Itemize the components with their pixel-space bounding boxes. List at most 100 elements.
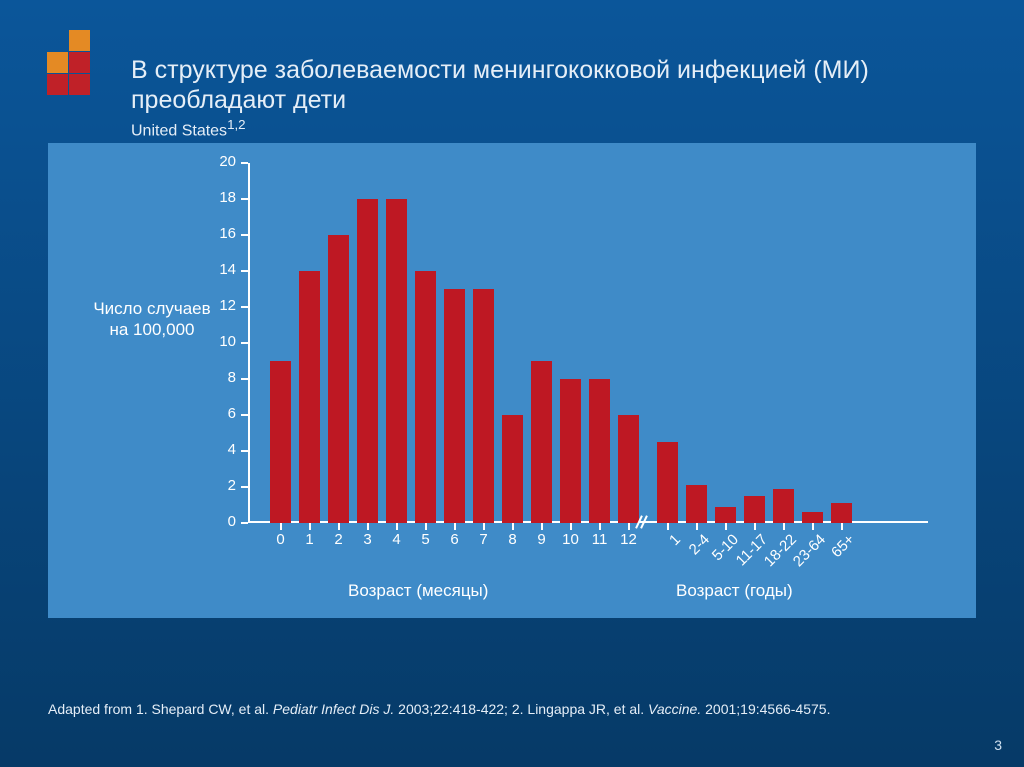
x-tick (696, 523, 698, 530)
y-tick (241, 378, 248, 380)
bar (560, 379, 581, 523)
bar (444, 289, 465, 523)
bar (386, 199, 407, 523)
y-axis-title: Число случаев на 100,000 (92, 298, 212, 341)
y-tick (241, 162, 248, 164)
citation-italic-1: Pediatr Infect Dis J. (273, 701, 394, 717)
x-tick-label: 0 (276, 531, 284, 548)
bar (831, 503, 852, 523)
y-tick-label: 18 (219, 189, 236, 206)
y-tick-label: 12 (219, 297, 236, 314)
slide-title: В структуре заболеваемости менингококков… (131, 55, 984, 115)
y-tick-label: 10 (219, 333, 236, 350)
x-axis-line (248, 521, 928, 523)
y-tick (241, 270, 248, 272)
chart-panel: Число случаев на 100,000 024681012141618… (48, 143, 976, 618)
citation-mid: 2003;22:418-422; 2. Lingappa JR, et al. (394, 701, 648, 717)
x-tick-label: 23-64 (789, 531, 828, 570)
x-tick-label: 10 (562, 531, 579, 548)
bar (473, 289, 494, 523)
x-tick (599, 523, 601, 530)
y-tick-label: 2 (228, 477, 236, 494)
x-tick-label: 12 (620, 531, 637, 548)
x-tick (512, 523, 514, 530)
x-tick (570, 523, 572, 530)
y-tick-label: 4 (228, 441, 236, 458)
x-tick (309, 523, 311, 530)
x-tick (454, 523, 456, 530)
plot-area: 02468101214161820012345678910111212-45-1… (248, 163, 928, 523)
x-tick-label: 2-4 (685, 531, 712, 558)
logo-mark (47, 30, 111, 94)
subtitle-superscript: 1,2 (227, 117, 246, 132)
x-tick-label: 1 (305, 531, 313, 548)
x-tick (338, 523, 340, 530)
x-tick-label: 11 (592, 531, 608, 548)
x-tick (483, 523, 485, 530)
y-tick-label: 8 (228, 369, 236, 386)
x-axis-title-months: Возраст (месяцы) (348, 581, 488, 601)
bar (773, 489, 794, 523)
x-tick-label: 3 (363, 531, 371, 548)
y-tick (241, 450, 248, 452)
x-tick-label: 5 (421, 531, 429, 548)
x-tick (812, 523, 814, 530)
x-tick (667, 523, 669, 530)
x-tick-label: 9 (537, 531, 545, 548)
slide-subtitle: United States1,2 (131, 117, 246, 140)
page-number: 3 (994, 737, 1002, 753)
y-tick (241, 198, 248, 200)
bar (657, 442, 678, 523)
y-tick (241, 342, 248, 344)
y-tick (241, 306, 248, 308)
logo-square (47, 52, 68, 73)
x-tick-label: 1 (666, 531, 684, 549)
axis-break (635, 515, 649, 529)
y-tick (241, 234, 248, 236)
x-tick-label: 7 (479, 531, 487, 548)
citation: Adapted from 1. Shepard CW, et al. Pedia… (48, 701, 976, 717)
x-tick (396, 523, 398, 530)
slide: В структуре заболеваемости менингококков… (0, 0, 1024, 767)
y-tick-label: 14 (219, 261, 236, 278)
logo-square (47, 74, 68, 95)
x-tick-label: 6 (450, 531, 458, 548)
bar (715, 507, 736, 523)
bar (802, 512, 823, 523)
x-tick-label: 2 (334, 531, 342, 548)
logo-square (69, 30, 90, 51)
x-tick-label: 11-17 (732, 531, 770, 569)
y-tick (241, 522, 248, 524)
bar (357, 199, 378, 523)
x-tick-label: 4 (392, 531, 400, 548)
citation-prefix: Adapted from 1. Shepard CW, et al. (48, 701, 273, 717)
x-tick-label: 65+ (828, 531, 858, 561)
x-tick-label: 8 (508, 531, 516, 548)
y-tick (241, 486, 248, 488)
y-tick (241, 414, 248, 416)
logo-square (69, 52, 90, 73)
x-tick (367, 523, 369, 530)
bar (502, 415, 523, 523)
bar (328, 235, 349, 523)
bar (531, 361, 552, 523)
x-tick (841, 523, 843, 530)
y-axis-line (248, 163, 250, 523)
logo-square (69, 74, 90, 95)
bar (686, 485, 707, 523)
citation-italic-2: Vaccine. (648, 701, 701, 717)
x-tick (541, 523, 543, 530)
y-tick-label: 0 (228, 513, 236, 530)
bar (270, 361, 291, 523)
y-tick-label: 16 (219, 225, 236, 242)
x-tick (725, 523, 727, 530)
bar (744, 496, 765, 523)
bar (589, 379, 610, 523)
y-tick-label: 6 (228, 405, 236, 422)
bar (618, 415, 639, 523)
bar (415, 271, 436, 523)
citation-suffix: 2001;19:4566-4575. (701, 701, 830, 717)
x-tick (754, 523, 756, 530)
x-tick (425, 523, 427, 530)
x-tick (280, 523, 282, 530)
